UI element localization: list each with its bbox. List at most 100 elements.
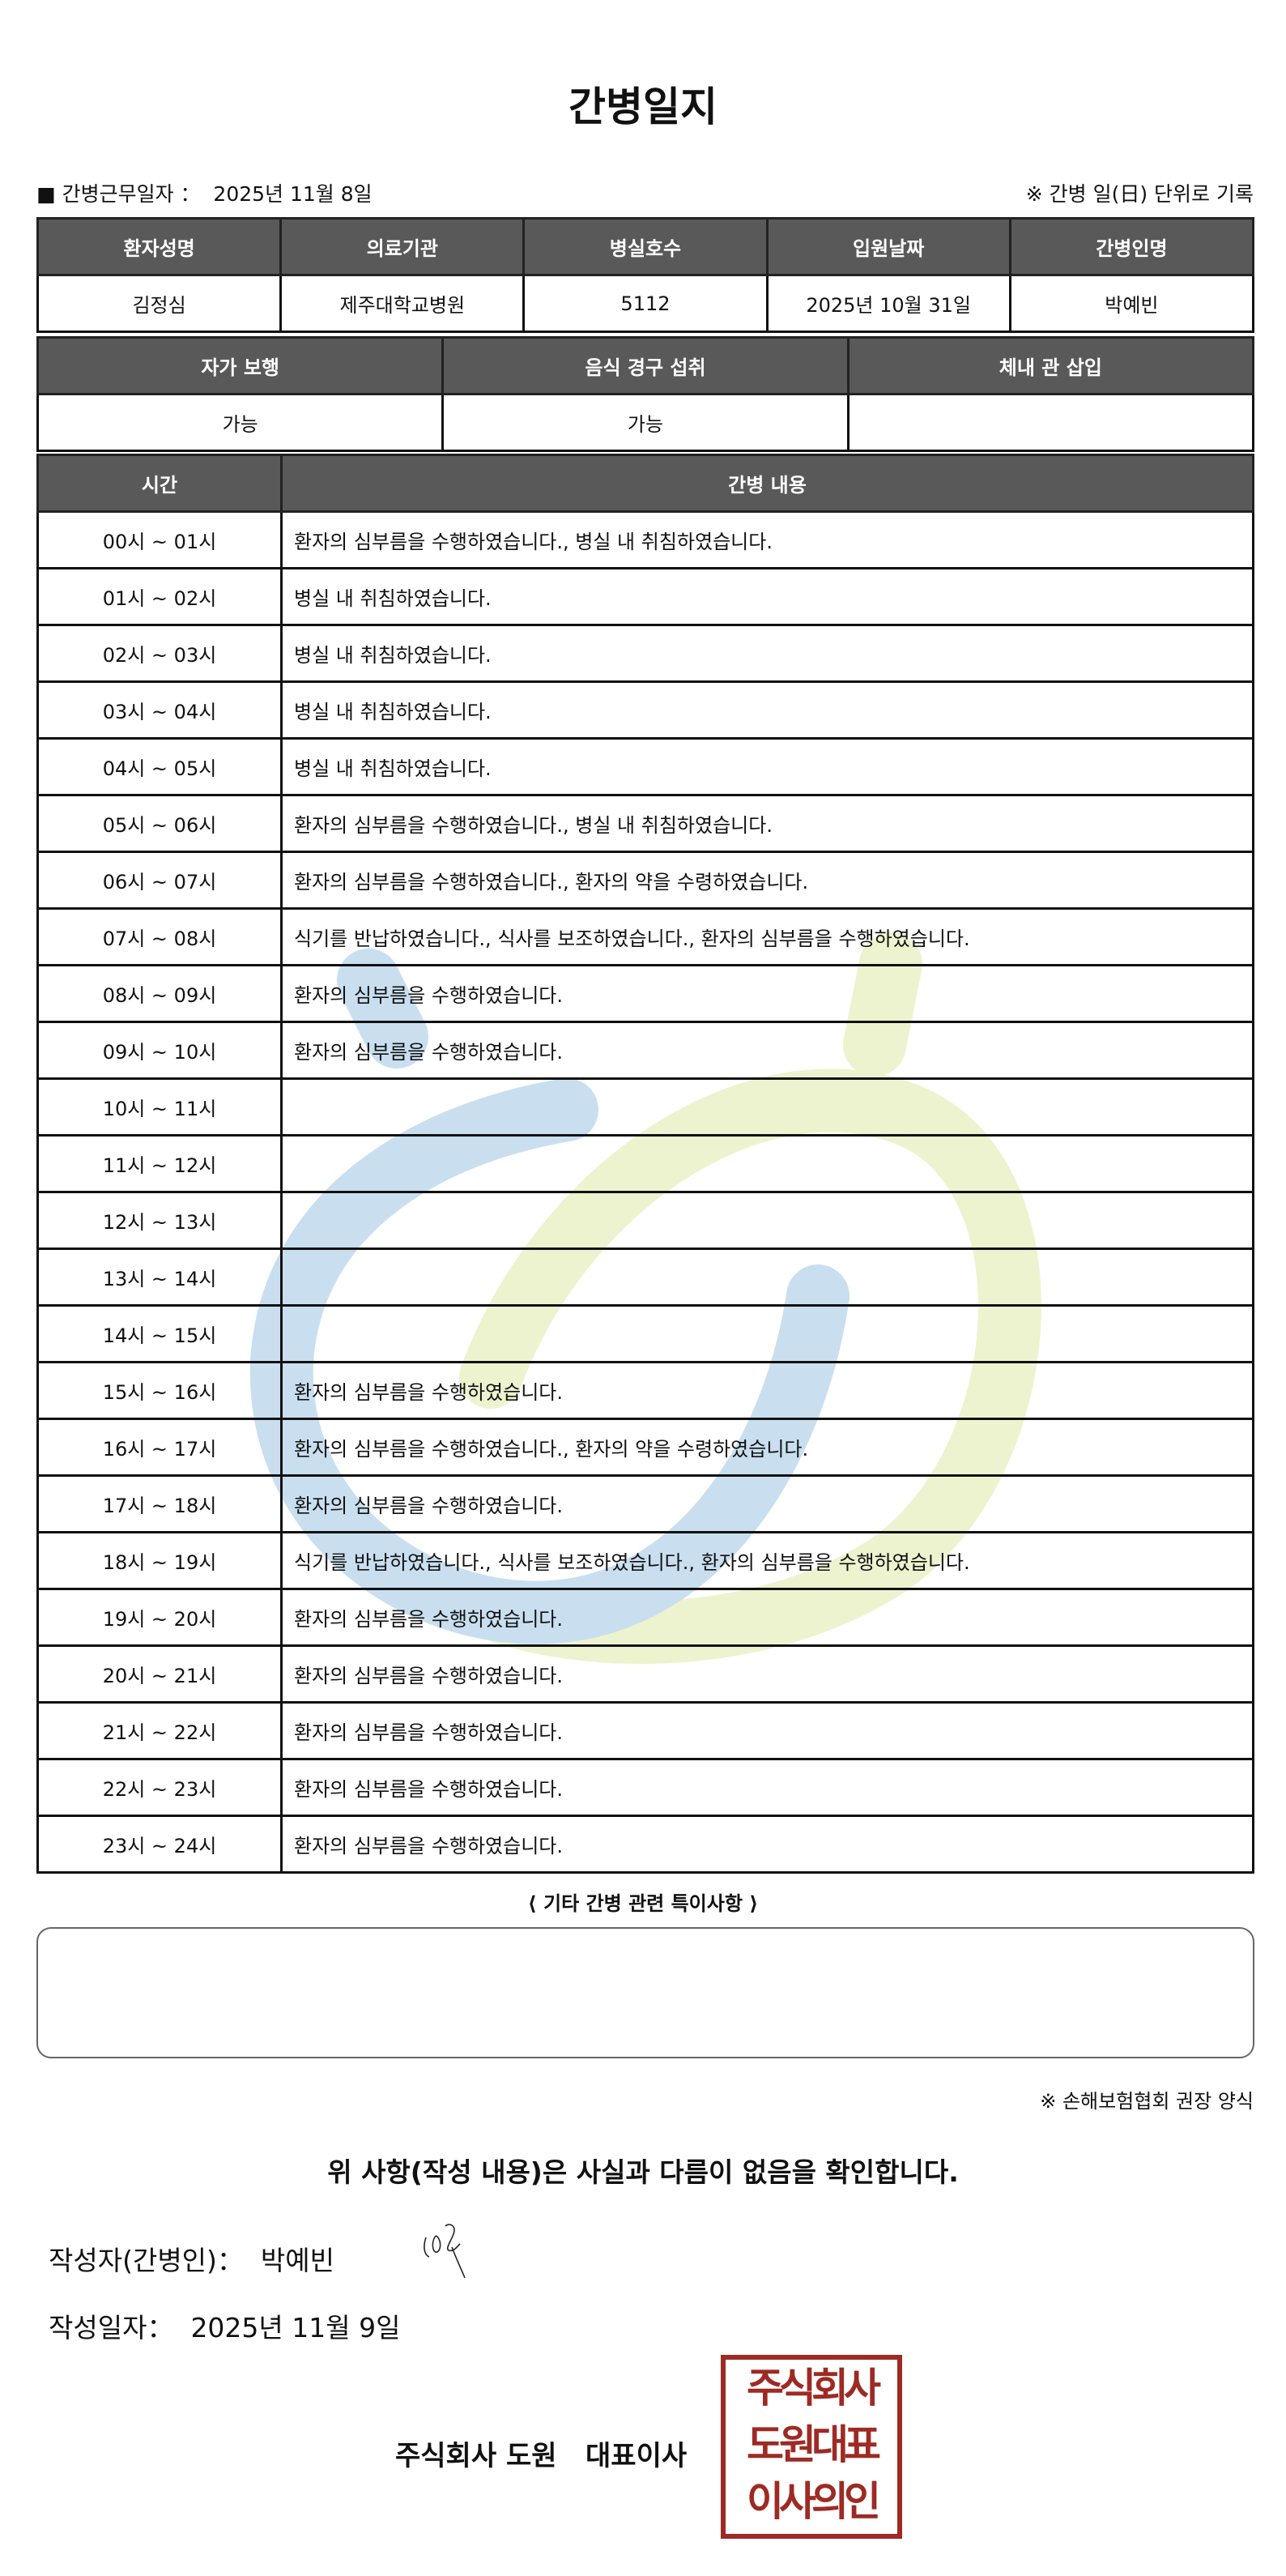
time-cell: 23시 ~ 24시 <box>36 1815 283 1874</box>
table-row: 04시 ~ 05시 병실 내 취침하였습니다. <box>36 737 1254 796</box>
time-cell: 21시 ~ 22시 <box>36 1701 283 1760</box>
confirmation-statement: 위 사항(작성 내용)은 사실과 다름이 없음을 확인합니다. <box>327 2156 959 2188</box>
write-date-line: 작성일자： 2025년 11월 9일 <box>49 2306 400 2345</box>
content-cell: 환자의 심부름을 수행하였습니다., 병실 내 취침하였습니다. <box>280 794 1254 853</box>
work-date-value: 2025년 11월 8일 <box>213 182 373 206</box>
content-cell: 환자의 심부름을 수행하였습니다. <box>280 1815 1254 1874</box>
table-row: 19시 ~ 20시 환자의 심부름을 수행하였습니다. <box>36 1588 1254 1647</box>
time-cell: 08시 ~ 09시 <box>36 964 283 1023</box>
seal-line: 이사의인 <box>747 2478 881 2525</box>
time-cell: 04시 ~ 05시 <box>36 737 283 796</box>
table-row: 12시 ~ 13시 <box>36 1191 1254 1250</box>
write-date-value: 2025년 11월 9일 <box>190 2312 401 2344</box>
table-row: 08시 ~ 09시 환자의 심부름을 수행하였습니다. <box>36 964 1254 1023</box>
header-cell: 체내 관 삽입 <box>846 336 1255 395</box>
content-cell: 식기를 반납하였습니다., 식사를 보조하였습니다., 환자의 심부름을 수행하… <box>280 907 1254 966</box>
time-cell: 11시 ~ 12시 <box>36 1134 283 1193</box>
content-cell <box>280 1134 1254 1193</box>
header-cell: 환자성명 <box>36 217 283 276</box>
notes-box <box>36 1927 1254 2058</box>
content-cell: 병실 내 취침하였습니다. <box>280 680 1254 740</box>
self-walking: 가능 <box>36 393 445 452</box>
header-cell: 자가 보행 <box>36 336 445 395</box>
writer-label: 작성자(간병인)： <box>49 2245 244 2276</box>
daily-record-note: ※ 간병 일(日) 단위로 기록 <box>1025 182 1254 206</box>
table-row: 22시 ~ 23시 환자의 심부름을 수행하였습니다. <box>36 1758 1254 1817</box>
content-cell <box>280 1304 1254 1363</box>
table-row: 03시 ~ 04시 병실 내 취침하였습니다. <box>36 680 1254 740</box>
table-row: 11시 ~ 12시 <box>36 1134 1254 1193</box>
header-cell: 의료기관 <box>279 217 526 276</box>
header-content: 간병 내용 <box>280 454 1254 513</box>
header-cell: 음식 경구 섭취 <box>441 336 850 395</box>
time-cell: 18시 ~ 19시 <box>36 1531 283 1590</box>
writer-name: 박예빈 <box>260 2245 334 2276</box>
time-cell: 03시 ~ 04시 <box>36 680 283 740</box>
header-cell: 간병인명 <box>1008 217 1255 276</box>
hospital: 제주대학교병원 <box>279 274 526 333</box>
table-row: 02시 ~ 03시 병실 내 취침하였습니다. <box>36 624 1254 683</box>
content-cell: 환자의 심부름을 수행하였습니다. <box>280 1474 1254 1533</box>
table-row: 05시 ~ 06시 환자의 심부름을 수행하였습니다., 병실 내 취침하였습니다… <box>36 794 1254 853</box>
caregiver-name: 박예빈 <box>1008 274 1255 333</box>
content-cell <box>280 1077 1254 1137</box>
company-seal: 주식회사 도원대표 이사의인 <box>721 2355 902 2539</box>
content-cell: 환자의 심부름을 수행하였습니다. <box>280 1021 1254 1080</box>
time-cell: 16시 ~ 17시 <box>36 1418 283 1477</box>
content-cell: 환자의 심부름을 수행하였습니다. <box>280 1758 1254 1817</box>
tube-insertion <box>846 393 1255 452</box>
table-row: 07시 ~ 08시 식기를 반납하였습니다., 식사를 보조하였습니다., 환자의… <box>36 907 1254 966</box>
notes-label: ⟨ 기타 간병 관련 특이사항 ⟩ <box>527 1892 759 1915</box>
table-row: 14시 ~ 15시 <box>36 1304 1254 1363</box>
table-row: 17시 ~ 18시 환자의 심부름을 수행하였습니다. <box>36 1474 1254 1533</box>
content-cell: 환자의 심부름을 수행하였습니다., 환자의 약을 수령하였습니다. <box>280 1418 1254 1477</box>
content-cell: 병실 내 취침하였습니다. <box>280 567 1254 626</box>
header-time: 시간 <box>36 454 283 513</box>
recommended-form-note: ※ 손해보험협회 권장 양식 <box>1040 2090 1254 2113</box>
oral-intake: 가능 <box>441 393 850 452</box>
content-cell: 환자의 심부름을 수행하였습니다., 병실 내 취침하였습니다. <box>280 510 1254 569</box>
admission-date: 2025년 10월 31일 <box>765 274 1011 333</box>
content-cell <box>280 1191 1254 1250</box>
content-cell: 환자의 심부름을 수행하였습니다., 환자의 약을 수령하였습니다. <box>280 851 1254 910</box>
time-cell: 17시 ~ 18시 <box>36 1474 283 1533</box>
content-cell <box>280 1247 1254 1307</box>
time-cell: 02시 ~ 03시 <box>36 624 283 683</box>
time-cell: 00시 ~ 01시 <box>36 510 283 569</box>
seal-line: 주식회사 <box>747 2365 881 2412</box>
write-date-label: 작성일자： <box>49 2312 174 2344</box>
time-cell: 13시 ~ 14시 <box>36 1247 283 1307</box>
care-log-table: 시간 간병 내용 00시 ~ 01시 환자의 심부름을 수행하였습니다., 병실 내… <box>36 454 1254 1874</box>
table-row: 15시 ~ 16시 환자의 심부름을 수행하였습니다. <box>36 1361 1254 1420</box>
header-cell: 병실호수 <box>522 217 769 276</box>
writer-line: 작성자(간병인)： 박예빈 <box>49 2239 334 2278</box>
content-cell: 환자의 심부름을 수행하였습니다. <box>280 1644 1254 1704</box>
time-cell: 09시 ~ 10시 <box>36 1021 283 1080</box>
table-row: 13시 ~ 14시 <box>36 1247 1254 1307</box>
content-cell: 환자의 심부름을 수행하였습니다. <box>280 1588 1254 1647</box>
seal-line: 도원대표 <box>747 2421 881 2468</box>
content-cell: 식기를 반납하였습니다., 식사를 보조하였습니다., 환자의 심부름을 수행하… <box>280 1531 1254 1590</box>
content-cell: 환자의 심부름을 수행하였습니다. <box>280 964 1254 1023</box>
time-cell: 06시 ~ 07시 <box>36 851 283 910</box>
time-cell: 19시 ~ 20시 <box>36 1588 283 1647</box>
table-row: 06시 ~ 07시 환자의 심부름을 수행하였습니다., 환자의 약을 수령하였습… <box>36 851 1254 910</box>
table-row: 21시 ~ 22시 환자의 심부름을 수행하였습니다. <box>36 1701 1254 1760</box>
time-cell: 10시 ~ 11시 <box>36 1077 283 1137</box>
patient-name: 김정심 <box>36 274 283 333</box>
table-row: 23시 ~ 24시 환자의 심부름을 수행하였습니다. <box>36 1815 1254 1874</box>
patient-status-table: 자가 보행 음식 경구 섭취 체내 관 삽입 가능 가능 <box>36 336 1255 452</box>
content-cell: 병실 내 취침하였습니다. <box>280 737 1254 796</box>
time-cell: 01시 ~ 02시 <box>36 567 283 626</box>
page-title: 간병일지 <box>568 83 718 130</box>
header-cell: 입원날짜 <box>765 217 1011 276</box>
time-cell: 14시 ~ 15시 <box>36 1304 283 1363</box>
table-row: 10시 ~ 11시 <box>36 1077 1254 1137</box>
work-date: ■ 간병근무일자 ： 2025년 11월 8일 <box>36 178 373 207</box>
time-cell: 22시 ~ 23시 <box>36 1758 283 1817</box>
content-cell: 병실 내 취침하였습니다. <box>280 624 1254 683</box>
table-row: 18시 ~ 19시 식기를 반납하였습니다., 식사를 보조하였습니다., 환자의… <box>36 1531 1254 1590</box>
patient-info-table: 환자성명 의료기관 병실호수 입원날짜 간병인명 김정심 제주대학교병원 5112 2025년… <box>36 217 1255 333</box>
time-cell: 05시 ~ 06시 <box>36 794 283 853</box>
handwritten-signature <box>424 2224 466 2279</box>
